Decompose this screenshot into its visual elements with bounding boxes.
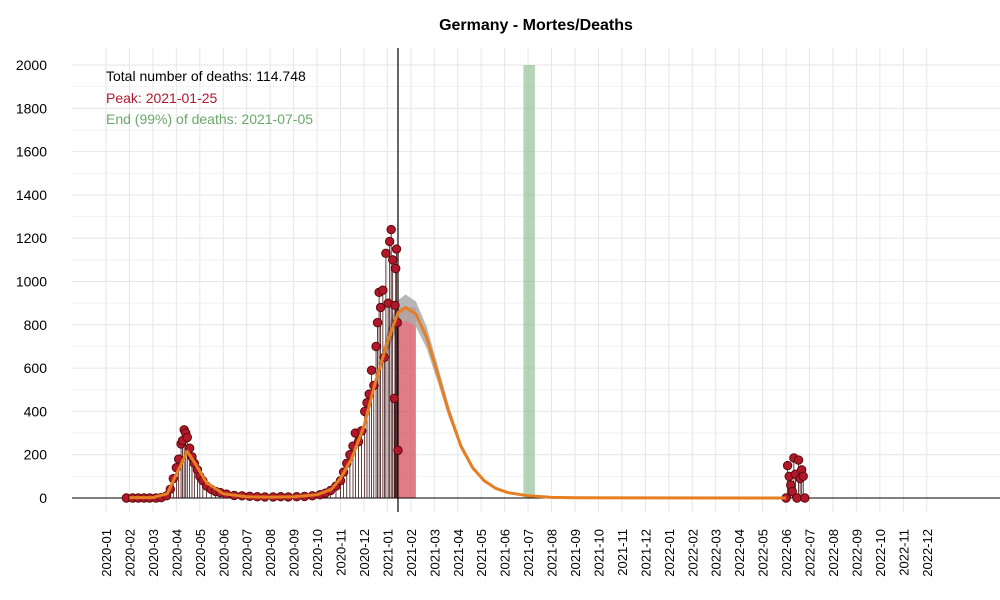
data-point bbox=[391, 263, 401, 274]
y-tick-label: 600 bbox=[24, 360, 48, 376]
data-point bbox=[800, 493, 810, 503]
y-tick-label: 1400 bbox=[16, 187, 47, 203]
x-tick-label: 2021-12 bbox=[638, 529, 653, 577]
x-tick-label: 2022-04 bbox=[732, 529, 747, 577]
data-point bbox=[182, 432, 192, 443]
y-tick-label: 1800 bbox=[16, 100, 47, 116]
data-point bbox=[366, 365, 377, 375]
data-point bbox=[389, 393, 399, 404]
x-tick-label: 2021-10 bbox=[591, 529, 606, 577]
data-point bbox=[390, 300, 400, 311]
x-tick-label: 2020-01 bbox=[99, 529, 114, 577]
x-tick-label: 2020-10 bbox=[310, 529, 325, 577]
x-tick-label: 2020-11 bbox=[334, 529, 349, 576]
data-point bbox=[378, 285, 388, 295]
x-tick-label: 2020-09 bbox=[287, 529, 302, 577]
x-tick-label: 2022-03 bbox=[709, 529, 724, 577]
x-tick-label: 2022-06 bbox=[779, 529, 794, 577]
x-tick-label: 2022-08 bbox=[826, 529, 841, 577]
y-tick-label: 200 bbox=[24, 447, 48, 463]
data-point bbox=[387, 255, 398, 265]
data-point bbox=[798, 471, 808, 482]
x-tick-label: 2022-12 bbox=[920, 529, 935, 577]
x-tick-label: 2022-09 bbox=[849, 529, 864, 577]
x-tick-label: 2020-03 bbox=[146, 529, 161, 577]
x-tick-label: 2020-12 bbox=[357, 529, 372, 577]
annotation-total: Total number of deaths: 114.748 bbox=[106, 68, 306, 84]
data-point bbox=[782, 460, 793, 471]
data-point bbox=[375, 302, 386, 313]
x-tick-label: 2020-05 bbox=[193, 529, 208, 577]
data-point bbox=[793, 455, 804, 465]
x-tick-label: 2022-07 bbox=[803, 529, 818, 577]
grid bbox=[72, 48, 1000, 512]
tick-labels: 0 200 400 600 800 1000 1200 1400 1600 1800 2000 202… bbox=[16, 57, 935, 577]
x-tick-label: 2021-09 bbox=[568, 529, 583, 577]
data-point bbox=[386, 224, 396, 235]
x-tick-label: 2022-01 bbox=[662, 529, 677, 577]
x-tick-label: 2020-08 bbox=[263, 529, 278, 577]
peak-band bbox=[397, 307, 416, 498]
y-tick-label: 2000 bbox=[16, 57, 47, 73]
chart-title: Germany - Mortes/Deaths bbox=[439, 17, 633, 34]
x-tick-label: 2022-11 bbox=[896, 529, 911, 576]
data-point bbox=[391, 244, 402, 254]
fit-curve bbox=[129, 306, 787, 500]
x-tick-label: 2021-03 bbox=[427, 529, 442, 577]
x-tick-label: 2021-02 bbox=[404, 529, 419, 577]
x-tick-label: 2020-02 bbox=[122, 529, 137, 577]
y-tick-label: 0 bbox=[39, 490, 47, 506]
data-point bbox=[381, 248, 391, 259]
x-tick-label: 2020-06 bbox=[216, 529, 231, 577]
data-point bbox=[792, 493, 802, 503]
x-tick-label: 2021-08 bbox=[545, 529, 560, 577]
x-tick-label: 2022-02 bbox=[685, 529, 700, 577]
x-tick-label: 2022-05 bbox=[756, 529, 771, 577]
data-point bbox=[393, 445, 403, 456]
x-tick-label: 2020-04 bbox=[169, 529, 184, 577]
data-point bbox=[384, 236, 395, 247]
end-band bbox=[523, 65, 535, 498]
y-tick-label: 1600 bbox=[16, 144, 47, 160]
y-tick-label: 800 bbox=[24, 317, 48, 333]
x-tick-label: 2021-05 bbox=[474, 529, 489, 577]
x-tick-label: 2021-11 bbox=[615, 529, 630, 576]
x-tick-label: 2021-04 bbox=[451, 529, 466, 577]
y-tick-label: 1200 bbox=[16, 230, 47, 246]
x-tick-label: 2021-06 bbox=[498, 529, 513, 577]
y-tick-label: 1000 bbox=[16, 274, 47, 290]
x-tick-label: 2021-07 bbox=[521, 529, 536, 577]
y-tick-label: 400 bbox=[24, 403, 48, 419]
data-point bbox=[371, 341, 381, 352]
x-tick-label: 2021-01 bbox=[380, 529, 395, 577]
fit-line bbox=[129, 306, 787, 500]
observed-points bbox=[121, 224, 810, 503]
annotation-end: End (99%) of deaths: 2021-07-05 bbox=[106, 111, 313, 127]
annotation-peak: Peak: 2021-01-25 bbox=[106, 90, 218, 106]
x-tick-label: 2022-10 bbox=[873, 529, 888, 577]
data-point bbox=[787, 486, 798, 497]
x-tick-label: 2020-07 bbox=[240, 529, 255, 577]
data-point bbox=[372, 317, 383, 328]
